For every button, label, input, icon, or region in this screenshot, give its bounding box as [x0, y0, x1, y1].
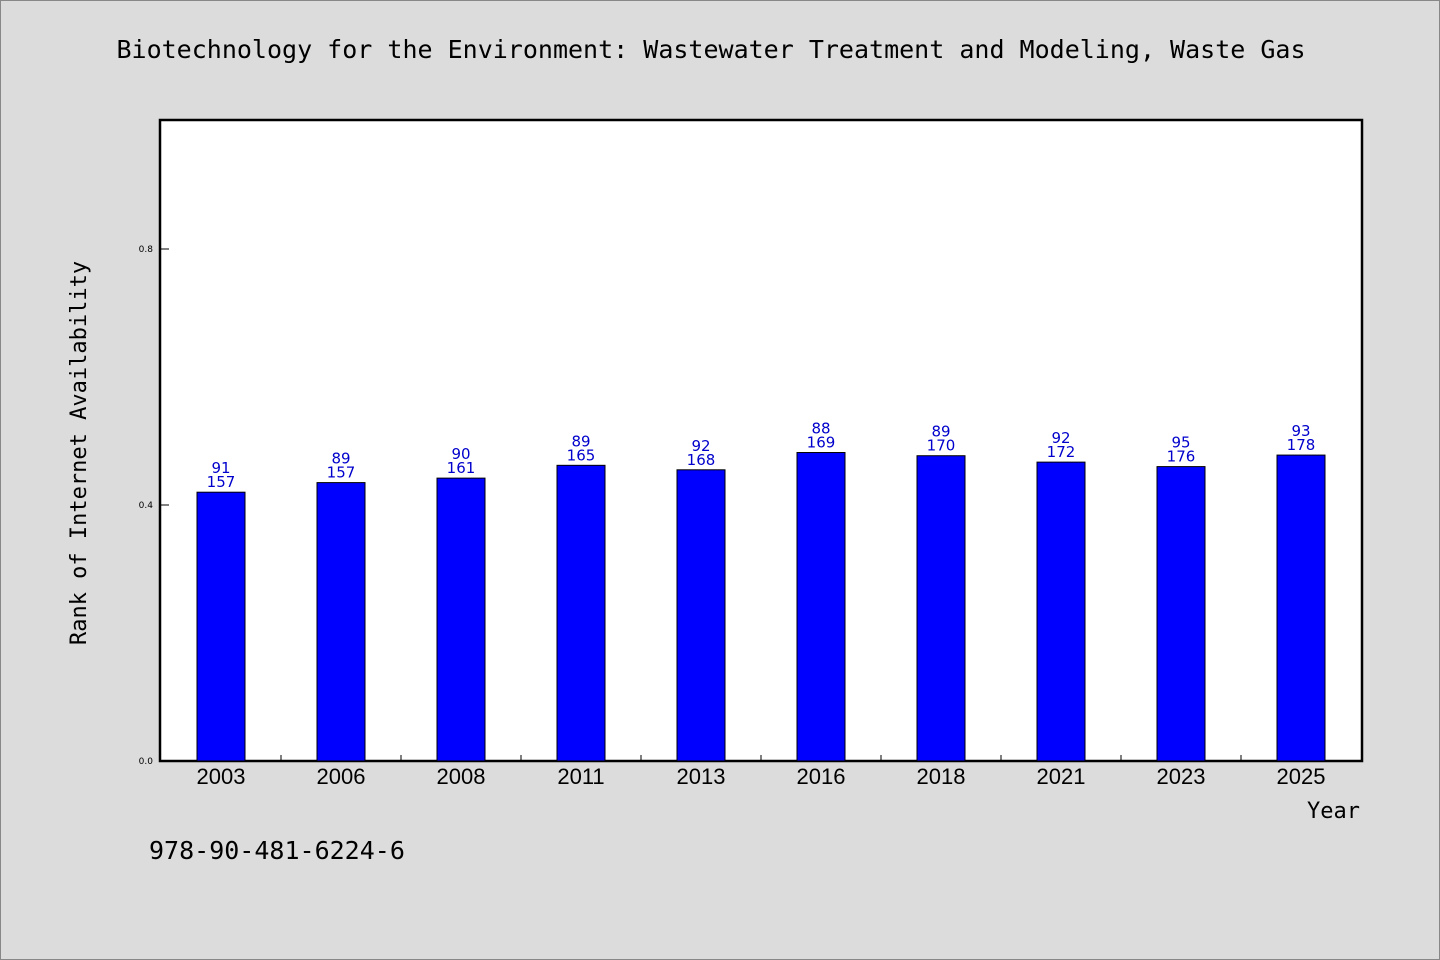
x-tick-label: 2018: [917, 764, 966, 789]
bar-series: [196, 452, 1326, 762]
isbn-text: 978-90-481-6224-6: [149, 836, 405, 865]
data-label-bottom: 172: [1047, 443, 1076, 461]
x-tick-label: 2013: [677, 764, 726, 789]
data-label-top: 92: [691, 437, 710, 455]
bar-2008: [436, 477, 486, 762]
y-tick-label: 0.4: [139, 501, 154, 511]
data-label-bottom: 176: [1167, 448, 1196, 466]
x-tick-label: 2003: [197, 764, 246, 789]
data-label-bottom: 157: [327, 464, 356, 482]
data-label-top: 90: [451, 445, 470, 463]
x-tick-label: 2025: [1277, 764, 1326, 789]
chart-title: Biotechnology for the Environment: Waste…: [116, 35, 1306, 64]
x-tick-label: 2023: [1157, 764, 1206, 789]
bar-2025: [1276, 454, 1326, 762]
data-label-bottom: 157: [207, 473, 236, 491]
bar-2013: [676, 469, 726, 762]
data-label-bottom: 178: [1287, 436, 1316, 454]
y-tick-label: 0.8: [139, 245, 154, 255]
data-label-top: 93: [1291, 422, 1310, 440]
data-label-top: 89: [571, 432, 590, 450]
bar-2018: [916, 455, 966, 762]
x-tick-label: 2016: [797, 764, 846, 789]
data-label-top: 88: [811, 420, 830, 438]
data-label-bottom: 168: [687, 451, 716, 469]
y-axis-title: Rank of Internet Availability: [67, 261, 92, 645]
data-label-top: 92: [1051, 429, 1070, 447]
bar-2021: [1036, 461, 1086, 762]
data-label-bottom: 169: [807, 434, 836, 452]
x-axis-title: Year: [1307, 799, 1360, 824]
bar-2011: [556, 464, 606, 762]
data-label-top: 89: [931, 423, 950, 441]
x-tick-label: 2006: [317, 764, 366, 789]
data-label-top: 95: [1171, 434, 1190, 452]
data-label-bottom: 170: [927, 437, 956, 455]
x-tick-label: 2008: [437, 764, 486, 789]
x-tick-label: 2011: [557, 764, 604, 789]
y-tick-label: 0.0: [139, 757, 154, 767]
bar-2006: [316, 482, 366, 762]
data-label-bottom: 165: [567, 446, 596, 464]
bar-2003: [196, 491, 246, 762]
bar-2016: [796, 452, 846, 762]
data-label-bottom: 161: [447, 459, 476, 477]
x-tick-label: 2021: [1037, 764, 1086, 789]
data-label-top: 89: [331, 450, 350, 468]
x-axis: 2003 2006 2008 2011 2013 2016 2018 2021 2023 2025: [197, 755, 1326, 789]
bar-2023: [1156, 466, 1206, 762]
y-axis: 0.0 0.4 0.8: [139, 245, 169, 767]
data-label-top: 91: [211, 459, 230, 477]
